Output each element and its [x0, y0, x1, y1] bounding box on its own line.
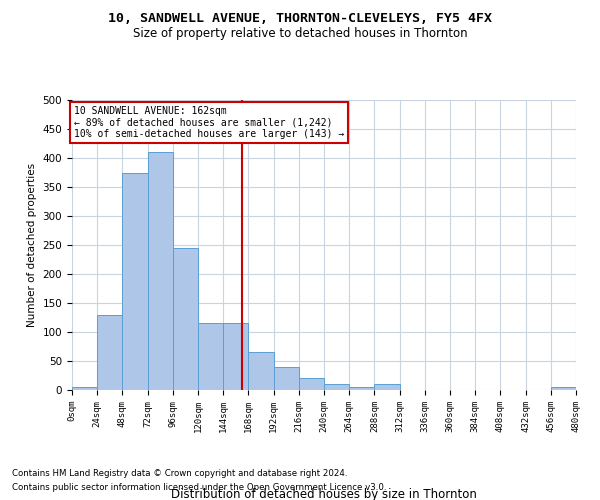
Text: 10 SANDWELL AVENUE: 162sqm
← 89% of detached houses are smaller (1,242)
10% of s: 10 SANDWELL AVENUE: 162sqm ← 89% of deta…: [74, 106, 344, 139]
Bar: [198, 324, 223, 390]
Y-axis label: Number of detached properties: Number of detached properties: [27, 163, 37, 327]
Bar: [72, 387, 97, 390]
Bar: [223, 324, 248, 390]
X-axis label: Distribution of detached houses by size in Thornton: Distribution of detached houses by size …: [171, 488, 477, 500]
Bar: [551, 387, 576, 390]
Bar: [148, 152, 173, 390]
Bar: [324, 384, 349, 390]
Bar: [374, 384, 400, 390]
Bar: [248, 352, 274, 390]
Bar: [274, 367, 299, 390]
Bar: [299, 378, 324, 390]
Text: Size of property relative to detached houses in Thornton: Size of property relative to detached ho…: [133, 28, 467, 40]
Bar: [173, 248, 198, 390]
Bar: [349, 387, 374, 390]
Bar: [122, 172, 148, 390]
Bar: [97, 314, 122, 390]
Text: Contains HM Land Registry data © Crown copyright and database right 2024.: Contains HM Land Registry data © Crown c…: [12, 468, 347, 477]
Text: Contains public sector information licensed under the Open Government Licence v3: Contains public sector information licen…: [12, 484, 386, 492]
Text: 10, SANDWELL AVENUE, THORNTON-CLEVELEYS, FY5 4FX: 10, SANDWELL AVENUE, THORNTON-CLEVELEYS,…: [108, 12, 492, 26]
